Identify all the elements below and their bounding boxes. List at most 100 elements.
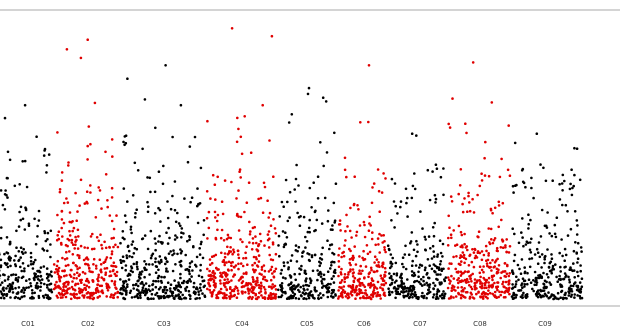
data-point-c02	[111, 264, 115, 268]
data-point-c02	[64, 285, 68, 288]
data-point-c03	[135, 247, 139, 251]
data-point-c06	[349, 206, 352, 210]
data-point-c06	[356, 292, 359, 296]
data-point-c01	[42, 154, 46, 157]
data-point-c07	[393, 281, 397, 284]
data-point-c04	[223, 278, 226, 282]
data-point-c08	[457, 224, 461, 228]
data-point-c06	[342, 285, 346, 288]
data-point-c01	[43, 282, 46, 286]
data-point-c06	[347, 271, 350, 274]
data-point-c08	[508, 245, 512, 248]
data-point-c09	[580, 250, 583, 253]
data-point-c05	[296, 249, 299, 253]
data-point-c02	[95, 267, 98, 270]
data-point-c04	[227, 280, 231, 284]
data-point-c08	[506, 168, 510, 172]
data-point-c07	[423, 294, 426, 298]
data-point-c03	[167, 252, 171, 255]
data-point-c08	[458, 256, 462, 260]
data-point-c01	[19, 205, 23, 209]
data-point-c03	[195, 255, 199, 259]
data-point-c06	[337, 260, 341, 263]
data-point-c07	[439, 273, 442, 276]
data-point-c03	[175, 286, 178, 290]
data-point-c09	[566, 234, 570, 237]
data-point-c09	[510, 295, 514, 298]
data-point-c04	[237, 256, 241, 260]
data-point-c04	[220, 275, 224, 279]
data-point-c01	[6, 262, 9, 265]
data-point-c01	[37, 296, 41, 300]
data-point-c09	[514, 283, 518, 286]
data-point-c02	[60, 218, 64, 221]
data-point-c06	[367, 275, 370, 279]
data-point-c08	[497, 204, 501, 207]
data-point-c09	[525, 293, 529, 296]
data-point-c05	[305, 240, 309, 243]
data-point-c02	[92, 263, 95, 266]
data-point-c01	[33, 274, 37, 278]
data-point-c09	[514, 184, 517, 187]
data-point-c09	[563, 272, 567, 275]
data-point-c02	[60, 179, 64, 182]
data-point-c02	[96, 283, 100, 286]
data-point-c07	[436, 273, 440, 276]
data-point-c03	[144, 282, 148, 285]
data-point-c02	[65, 250, 68, 254]
data-point-c02	[56, 234, 59, 237]
data-point-c03	[188, 262, 192, 265]
data-point-c09	[539, 235, 543, 238]
data-point-c03	[124, 279, 127, 283]
data-point-c03	[157, 260, 160, 264]
data-point-c05	[280, 200, 284, 204]
data-point-c08	[496, 249, 500, 253]
data-point-c08	[507, 124, 511, 127]
data-point-c04	[260, 284, 263, 287]
data-point-c02	[84, 288, 88, 292]
data-point-c06	[354, 297, 357, 301]
data-point-c01	[25, 286, 28, 290]
data-point-c08	[487, 276, 491, 280]
data-point-c02	[76, 228, 80, 232]
data-point-c06	[355, 230, 359, 234]
data-point-c03	[186, 239, 189, 243]
data-point-c05	[303, 271, 307, 275]
data-point-c07	[404, 267, 408, 271]
data-point-c08	[492, 239, 496, 242]
data-point-c01	[39, 281, 43, 285]
data-point-c04	[247, 282, 250, 285]
data-point-c05	[288, 216, 291, 219]
data-point-c04	[251, 296, 254, 299]
data-point-c01	[3, 193, 7, 196]
data-point-c04	[259, 287, 263, 290]
data-point-c02	[103, 267, 107, 270]
data-point-c02	[86, 258, 90, 261]
data-point-c02	[73, 273, 76, 276]
data-point-c04	[230, 264, 233, 268]
data-point-c01	[19, 246, 23, 249]
data-point-c06	[341, 288, 345, 292]
data-point-c09	[570, 293, 573, 297]
data-point-c06	[351, 268, 355, 271]
data-point-c03	[133, 295, 136, 299]
data-point-c09	[527, 213, 530, 216]
data-point-c05	[282, 264, 286, 268]
data-point-c09	[564, 265, 567, 269]
data-point-c05	[331, 224, 334, 227]
data-point-c06	[363, 276, 366, 279]
data-point-c06	[383, 248, 387, 252]
data-point-c04	[235, 197, 238, 200]
data-point-c09	[567, 275, 570, 279]
data-point-c07	[415, 239, 418, 243]
data-point-c03	[141, 147, 144, 151]
data-point-c02	[91, 297, 95, 301]
data-point-c09	[559, 284, 563, 287]
data-point-c02	[108, 246, 111, 249]
data-point-c06	[350, 290, 353, 293]
data-point-c08	[454, 295, 458, 298]
data-point-c06	[359, 289, 363, 292]
data-point-c05	[283, 290, 287, 294]
data-point-c06	[343, 168, 347, 172]
data-point-c08	[476, 193, 479, 197]
